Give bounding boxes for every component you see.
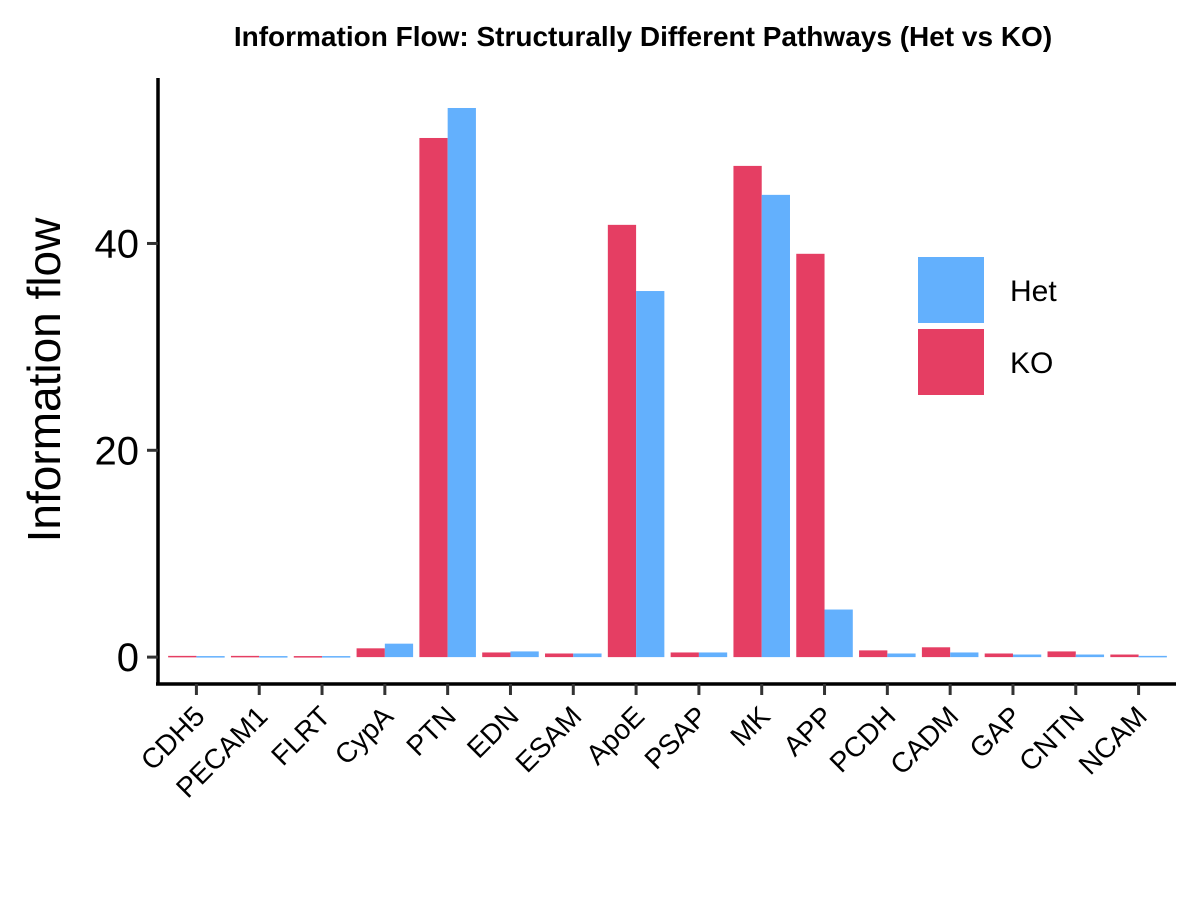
bar-ko-pcdh <box>859 650 888 658</box>
x-tick-label: CypA <box>329 700 400 771</box>
bar-ko-ptn <box>419 137 448 658</box>
bar-ko-gap <box>984 653 1013 658</box>
bar-het-pcdh <box>887 653 916 658</box>
y-tick-label: 0 <box>117 636 139 680</box>
y-ticks-layer: 0 20 40 <box>95 222 158 680</box>
legend-key-het <box>918 257 984 323</box>
x-tick-label: ApoE <box>580 700 650 770</box>
bar-het-cadm <box>950 652 979 658</box>
bar-ko-cypa <box>356 648 385 658</box>
bar-ko-cadm <box>921 647 951 658</box>
x-tick-label: ESAM <box>509 700 587 778</box>
legend-key-ko <box>918 329 984 395</box>
bar-het-ptn <box>447 107 476 658</box>
legend-label-het: Het <box>1010 275 1057 308</box>
chart-title: Information Flow: Structurally Different… <box>234 21 1052 52</box>
bar-het-app <box>824 609 853 658</box>
axes-layer <box>156 78 1176 686</box>
bar-het-ncam <box>1138 655 1167 658</box>
bar-ko-esam <box>545 653 574 658</box>
bar-het-edn <box>510 651 539 658</box>
bars-layer <box>168 107 1167 658</box>
legend-label-ko: KO <box>1010 347 1053 380</box>
x-tick-label: MK <box>724 700 776 752</box>
x-tick-label: NCAM <box>1073 700 1153 780</box>
bar-het-flrt <box>322 656 351 658</box>
x-tick-label: CADM <box>884 700 964 780</box>
bar-het-cypa <box>384 643 414 658</box>
bar-ko-mk <box>733 165 762 658</box>
x-tick-label: FLRT <box>265 700 336 771</box>
legend: Het KO <box>918 257 1057 395</box>
bar-ko-ncam <box>1110 654 1139 658</box>
bar-ko-app <box>796 253 825 658</box>
bar-het-gap <box>1012 654 1042 658</box>
x-tick-label: PSAP <box>638 700 713 775</box>
bar-het-cntn <box>1075 654 1105 658</box>
bar-het-psap <box>698 652 728 658</box>
x-tick-label: PTN <box>400 700 462 762</box>
bar-het-esam <box>573 653 602 658</box>
bar-ko-apoe <box>607 224 637 658</box>
bar-ko-cdh5 <box>168 655 197 658</box>
bar-ko-cntn <box>1047 651 1076 658</box>
bar-het-cdh5 <box>196 656 225 658</box>
bar-ko-flrt <box>293 656 323 658</box>
y-tick-label: 40 <box>95 222 140 266</box>
y-tick-label: 20 <box>95 429 140 473</box>
y-axis-label: Information flow <box>18 217 70 542</box>
x-tick-label: PCDH <box>824 700 902 778</box>
bar-het-apoe <box>636 291 665 658</box>
bar-ko-edn <box>482 652 511 658</box>
bar-het-mk <box>761 194 790 658</box>
bar-het-pecam1 <box>259 656 288 658</box>
bar-ko-psap <box>670 652 699 658</box>
bar-ko-pecam1 <box>230 655 260 658</box>
